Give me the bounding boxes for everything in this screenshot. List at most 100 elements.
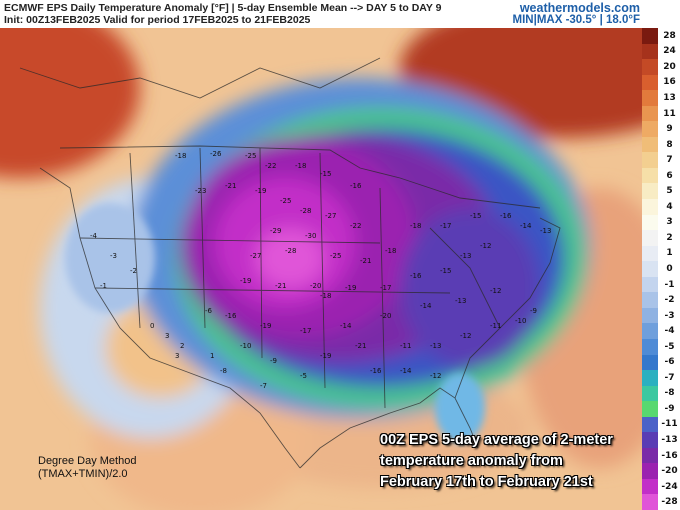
east-blue-lobe [400,208,540,368]
grid-value: -22 [265,162,276,170]
colorbar-label: 8 [666,139,673,150]
caption-line-3: February 17th to February 21st [380,474,593,490]
grid-value: -17 [300,327,311,335]
grid-value: -28 [300,207,311,215]
colorbar-label: 4 [666,201,673,212]
header-bar: ECMWF EPS Daily Temperature Anomaly [°F]… [0,0,680,28]
grid-value: -21 [360,257,371,265]
grid-value: -16 [410,272,422,280]
grid-value: -19 [255,187,266,195]
great-basin-cool [65,203,155,313]
colorbar-swatch [642,338,658,355]
grid-value: 3 [165,332,169,340]
grid-value: -13 [455,297,466,305]
colorbar-legend: 28 24 20 16 13 11 9 8 7 6 5 4 3 2 1 0 -1 -2 -3 -4 -5 -6 -7 -8 -9… [642,28,680,510]
colorbar-swatch [642,370,658,387]
init-valid-period: Init: 00Z13FEB2025 Valid for period 17FE… [4,14,311,26]
grid-value: -20 [380,312,391,320]
brand-watermark: weathermodels.com [519,1,640,15]
grid-value: 1 [210,352,214,360]
colorbar-label: -4 [664,326,675,337]
method-line-1: Degree Day Method [38,455,137,467]
colorbar-label: -13 [661,435,678,446]
colorbar-label: 13 [663,92,676,103]
grid-value: -18 [385,247,396,255]
colorbar-label: 3 [666,217,673,228]
colorbar-swatch [642,416,658,433]
colorbar-swatch [642,245,658,262]
colorbar-swatch [642,494,658,510]
colorbar-swatch [642,136,658,153]
grid-value: -16 [500,212,512,220]
colorbar-label: 6 [666,170,673,181]
pacific-warm-region [0,28,140,178]
pink-extreme-core [255,228,325,288]
colorbar-label: 28 [663,30,676,41]
grid-value: -16 [350,182,362,190]
grid-value: 0 [150,322,154,330]
colorbar-swatch [642,74,658,91]
grid-value: -12 [490,287,501,295]
grid-value: -29 [270,227,281,235]
colorbar-label: 9 [666,124,673,135]
colorbar-label: -16 [661,450,678,461]
grid-value: -8 [220,367,227,375]
grid-value: -15 [320,170,331,178]
grid-value: -26 [210,150,222,158]
colorbar-swatch [642,199,658,216]
grid-value: -14 [340,322,352,330]
colorbar-label: -24 [661,481,678,492]
boundary-lines [19,57,561,469]
grid-value: -30 [305,232,316,240]
grid-value: -9 [270,357,277,365]
grid-value: -16 [225,312,237,320]
colorbar-swatch [642,152,658,169]
map-title: ECMWF EPS Daily Temperature Anomaly [°F]… [4,2,442,14]
colorbar-swatch [642,121,658,138]
grid-value: -13 [430,342,441,350]
grid-value: -4 [90,232,98,240]
colorbar-label: 24 [663,46,676,57]
grid-value: -12 [460,332,471,340]
grid-value: -3 [110,252,117,260]
colorbar-label: 2 [666,232,673,243]
colorbar-swatch [642,59,658,76]
grid-value: -12 [430,372,441,380]
colorbar-swatch [642,167,658,184]
grid-value: -18 [410,222,421,230]
colorbar-label: -6 [664,357,675,368]
colorbar-swatch [642,323,658,340]
colorbar-swatch [642,447,658,464]
grid-value: -17 [440,222,451,230]
colorbar-label: 16 [663,77,676,88]
grid-value: -12 [480,242,491,250]
grid-value: -7 [260,382,267,390]
grid-value: -23 [195,187,206,195]
grid-value: -19 [320,352,331,360]
colorbar-swatch [642,354,658,371]
colorbar-swatch [642,261,658,278]
colorbar-label: -11 [661,419,678,430]
colorbar-label: 0 [666,264,673,274]
colorbar-label: 1 [666,248,673,259]
grid-value: -11 [400,342,411,350]
grid-value: -14 [400,367,412,375]
method-line-2: (TMAX+TMIN)/2.0 [38,468,128,480]
grid-value: -15 [440,267,451,275]
grid-value: -20 [310,282,321,290]
colorbar-swatch [642,230,658,247]
colorbar-label: 7 [666,155,673,166]
grid-value: -22 [350,222,361,230]
colorbar-label: 11 [663,108,676,119]
grid-value: -11 [490,322,501,330]
grid-value: -1 [100,282,107,290]
grid-value: -14 [420,302,432,310]
grid-value: -25 [280,197,291,205]
colorbar-label: -3 [664,310,675,321]
method-note: Degree Day Method (TMAX+TMIN)/2.0 [38,455,136,481]
grid-value: -19 [240,277,251,285]
grid-value: -28 [285,247,296,255]
grid-value: -21 [355,342,366,350]
colorbar-swatch [642,43,658,60]
grid-values-layer: -18 -26 -25-22 -18-15-16-23-21-19-25-28-27-… [90,150,551,390]
